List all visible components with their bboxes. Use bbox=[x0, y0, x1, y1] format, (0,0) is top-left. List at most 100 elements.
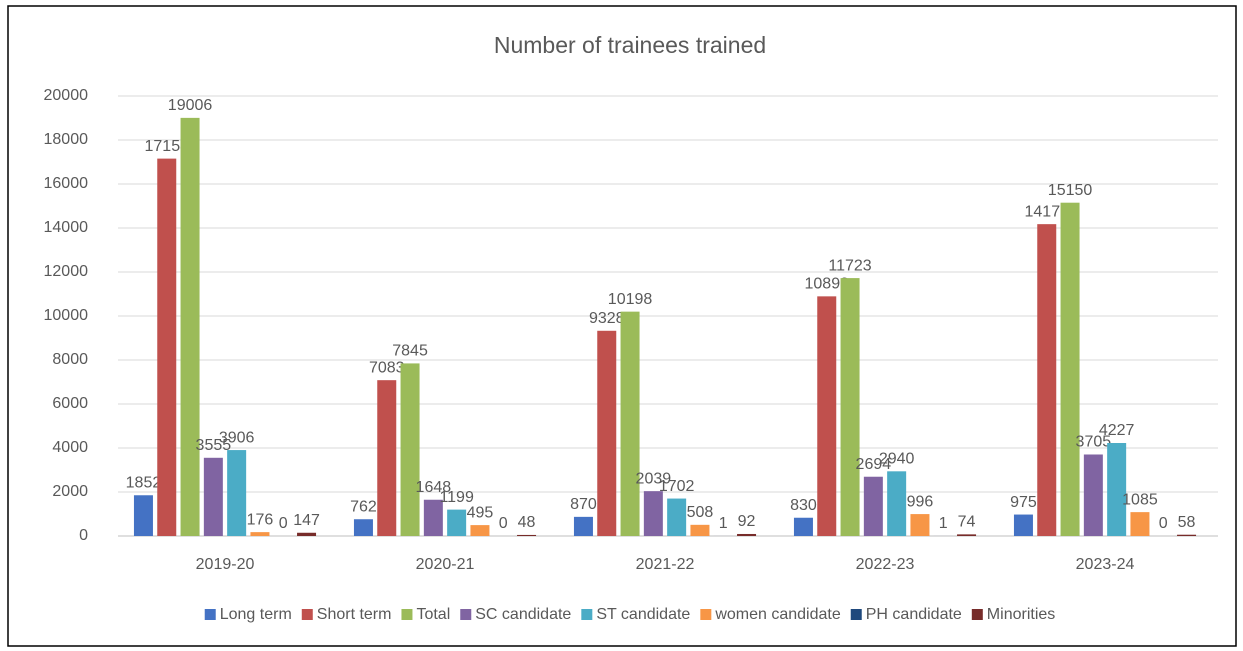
data-label: 975 bbox=[1010, 494, 1037, 511]
data-label: 508 bbox=[687, 504, 714, 521]
bar bbox=[863, 476, 883, 536]
bar bbox=[470, 525, 490, 536]
data-label: 870 bbox=[570, 496, 597, 513]
legend-swatch bbox=[204, 609, 216, 620]
bar bbox=[180, 117, 200, 537]
bar bbox=[817, 296, 837, 536]
y-tick-label: 18000 bbox=[44, 131, 89, 148]
data-label: 2694 bbox=[856, 456, 892, 473]
data-label: 4227 bbox=[1099, 422, 1135, 439]
y-tick-label: 10000 bbox=[44, 307, 89, 324]
chart-title: Number of trainees trained bbox=[494, 32, 766, 58]
data-label: 1648 bbox=[416, 479, 452, 496]
bar bbox=[840, 278, 860, 536]
bar bbox=[423, 499, 443, 536]
legend-label: Minorities bbox=[987, 606, 1055, 623]
legend-swatch bbox=[700, 609, 712, 620]
bar bbox=[910, 514, 930, 536]
data-label: 48 bbox=[518, 514, 536, 531]
data-label: 495 bbox=[467, 504, 494, 521]
data-label: 1702 bbox=[659, 478, 695, 495]
data-label: 2940 bbox=[879, 451, 915, 468]
legend-label: Total bbox=[416, 606, 450, 623]
y-tick-label: 0 bbox=[79, 527, 88, 544]
legend-swatch bbox=[401, 609, 413, 620]
data-label: 19006 bbox=[168, 97, 213, 114]
bar bbox=[1177, 534, 1197, 536]
data-label: 17154 bbox=[145, 138, 190, 155]
data-label: 7083 bbox=[369, 359, 405, 376]
bar bbox=[887, 471, 907, 536]
data-label: 14175 bbox=[1025, 203, 1070, 220]
y-tick-label: 16000 bbox=[44, 175, 89, 192]
legend: Long term Short term Total SC candidate ST c… bbox=[204, 606, 1055, 623]
data-label: 147 bbox=[293, 512, 320, 529]
bar bbox=[573, 516, 593, 536]
legend-label: ST candidate bbox=[596, 606, 690, 623]
y-tick-label: 4000 bbox=[52, 439, 88, 456]
data-label: 74 bbox=[958, 514, 976, 531]
data-label: 3906 bbox=[219, 429, 255, 446]
data-label: 830 bbox=[790, 497, 817, 514]
legend-label: SC candidate bbox=[475, 606, 571, 623]
x-tick-label: 2023-24 bbox=[1076, 556, 1135, 573]
x-tick-label: 2020-21 bbox=[416, 556, 475, 573]
bar bbox=[1107, 443, 1127, 536]
data-label: 1 bbox=[719, 515, 728, 532]
bar bbox=[250, 532, 270, 536]
data-label: 10198 bbox=[608, 291, 653, 308]
bar bbox=[1060, 202, 1080, 536]
data-label: 1085 bbox=[1122, 491, 1158, 508]
x-tick-label: 2022-23 bbox=[856, 556, 915, 573]
bar bbox=[297, 532, 317, 536]
legend-label: Long term bbox=[220, 606, 292, 623]
data-label: 3555 bbox=[196, 437, 232, 454]
bar bbox=[643, 491, 663, 536]
bar bbox=[620, 311, 640, 536]
y-tick-label: 2000 bbox=[52, 483, 88, 500]
bar bbox=[133, 495, 153, 536]
bar bbox=[353, 519, 373, 536]
data-label: 0 bbox=[499, 515, 508, 532]
data-label: 176 bbox=[247, 511, 274, 528]
bar bbox=[690, 524, 710, 536]
bar bbox=[1083, 454, 1103, 536]
legend-label: Short term bbox=[317, 606, 392, 623]
data-label: 0 bbox=[1159, 515, 1168, 532]
bar bbox=[1130, 512, 1150, 536]
data-label: 996 bbox=[907, 493, 934, 510]
bar bbox=[1037, 224, 1057, 536]
bar bbox=[157, 158, 177, 536]
bar bbox=[377, 380, 397, 536]
y-tick-label: 14000 bbox=[44, 219, 89, 236]
legend-swatch bbox=[301, 609, 313, 620]
bar bbox=[517, 534, 537, 536]
bar bbox=[793, 517, 813, 536]
bar bbox=[447, 509, 467, 536]
legend-swatch bbox=[581, 609, 593, 620]
data-label: 0 bbox=[279, 515, 288, 532]
data-label: 2039 bbox=[636, 470, 672, 487]
data-label: 7845 bbox=[392, 343, 428, 360]
legend-swatch bbox=[971, 609, 983, 620]
legend-swatch bbox=[460, 609, 472, 620]
data-label: 1199 bbox=[439, 489, 474, 506]
data-label: 3705 bbox=[1076, 434, 1112, 451]
bar bbox=[957, 534, 977, 536]
bar bbox=[203, 457, 223, 536]
bar bbox=[737, 533, 757, 536]
data-label: 15150 bbox=[1048, 182, 1093, 199]
bar bbox=[597, 330, 617, 536]
data-label: 762 bbox=[350, 498, 377, 515]
x-tick-label: 2021-22 bbox=[636, 556, 695, 573]
bar bbox=[400, 363, 420, 536]
data-label: 92 bbox=[738, 513, 756, 530]
y-tick-label: 6000 bbox=[52, 395, 88, 412]
bar bbox=[1013, 514, 1033, 536]
data-label: 58 bbox=[1178, 514, 1196, 531]
bar bbox=[667, 498, 687, 536]
legend-label: women candidate bbox=[714, 606, 841, 623]
legend-swatch bbox=[850, 609, 862, 620]
legend-label: PH candidate bbox=[866, 606, 962, 623]
